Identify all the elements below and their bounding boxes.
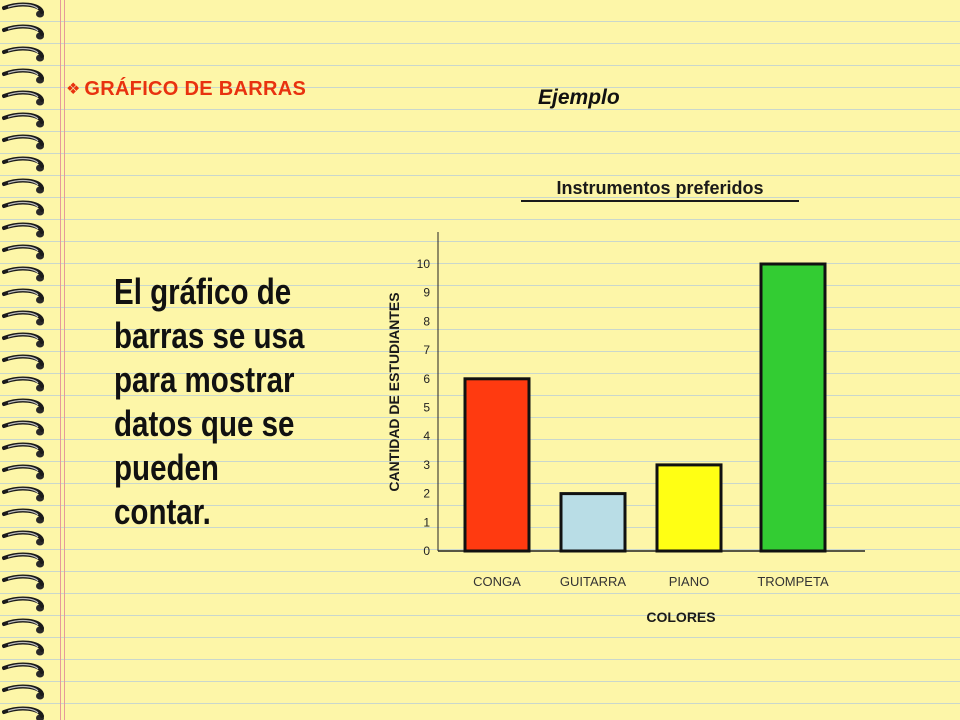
spiral-ring: [2, 398, 44, 414]
y-tick-label: 6: [423, 372, 430, 386]
spiral-ring: [2, 200, 44, 216]
spiral-ring: [2, 2, 44, 18]
bars: [463, 262, 827, 553]
spiral-ring: [2, 46, 44, 62]
x-tick-label: PIANO: [669, 574, 709, 589]
bar-guitarra: [559, 492, 627, 553]
spiral-ring: [2, 354, 44, 370]
y-axis-label: CANTIDAD DE ESTUDIANTES: [386, 292, 402, 491]
y-tick-label: 5: [423, 401, 430, 415]
spiral-ring: [2, 618, 44, 634]
spiral-ring: [2, 112, 44, 128]
spiral-ring: [2, 332, 44, 348]
y-tick-label: 0: [423, 544, 430, 558]
spiral-ring: [2, 684, 44, 700]
description-text: El gráfico de barras se usa para mostrar…: [114, 271, 305, 532]
spiral-ring: [2, 244, 44, 260]
margin-line-right: [64, 0, 65, 720]
spiral-ring: [2, 134, 44, 150]
bar-conga: [463, 377, 531, 553]
y-tick-label: 2: [423, 487, 430, 501]
spiral-ring: [2, 288, 44, 304]
spiral-ring: [2, 486, 44, 502]
y-tick-label: 3: [423, 458, 430, 472]
spiral-ring: [2, 662, 44, 678]
spiral-ring: [2, 24, 44, 40]
y-tick-label: 7: [423, 343, 430, 357]
spiral-ring: [2, 596, 44, 612]
example-label: Ejemplo: [538, 86, 620, 109]
y-tick-label: 1: [423, 515, 430, 529]
spiral-ring: [2, 574, 44, 590]
y-tick-label: 9: [423, 286, 430, 300]
spiral-ring: [2, 68, 44, 84]
spiral-ring: [2, 508, 44, 524]
spiral-ring: [2, 376, 44, 392]
bar-trompeta: [759, 262, 827, 553]
x-tick-label: GUITARRA: [560, 574, 627, 589]
y-tick-label: 10: [417, 257, 431, 271]
page-title: GRÁFICO DE BARRAS: [84, 78, 307, 100]
chart-title: Instrumentos preferidos: [556, 178, 763, 198]
x-axis-label: COLORES: [646, 609, 715, 625]
spiral-binding: [2, 2, 44, 720]
spiral-ring: [2, 464, 44, 480]
margin-line-left: [60, 0, 61, 720]
spiral-ring: [2, 178, 44, 194]
spiral-ring: [2, 310, 44, 326]
x-tick-labels: CONGA GUITARRA PIANO TROMPETA: [473, 574, 829, 589]
spiral-ring: [2, 552, 44, 568]
title-row: ❖ GRÁFICO DE BARRAS: [66, 78, 306, 101]
spiral-ring: [2, 442, 44, 458]
spiral-ring: [2, 640, 44, 656]
spiral-ring: [2, 266, 44, 282]
bar-piano: [655, 463, 723, 553]
diamond-bullet-icon: ❖: [66, 80, 81, 98]
y-tick-labels: 0 1 2 3 4 5 6 7 8 9 10: [417, 257, 431, 558]
x-tick-label: CONGA: [473, 574, 521, 589]
y-tick-label: 8: [423, 314, 430, 328]
spiral-ring: [2, 706, 44, 720]
spiral-ring: [2, 156, 44, 172]
x-tick-label: TROMPETA: [757, 574, 829, 589]
y-tick-label: 4: [423, 429, 430, 443]
spiral-ring: [2, 90, 44, 106]
spiral-ring: [2, 530, 44, 546]
spiral-ring: [2, 222, 44, 238]
spiral-ring: [2, 420, 44, 436]
